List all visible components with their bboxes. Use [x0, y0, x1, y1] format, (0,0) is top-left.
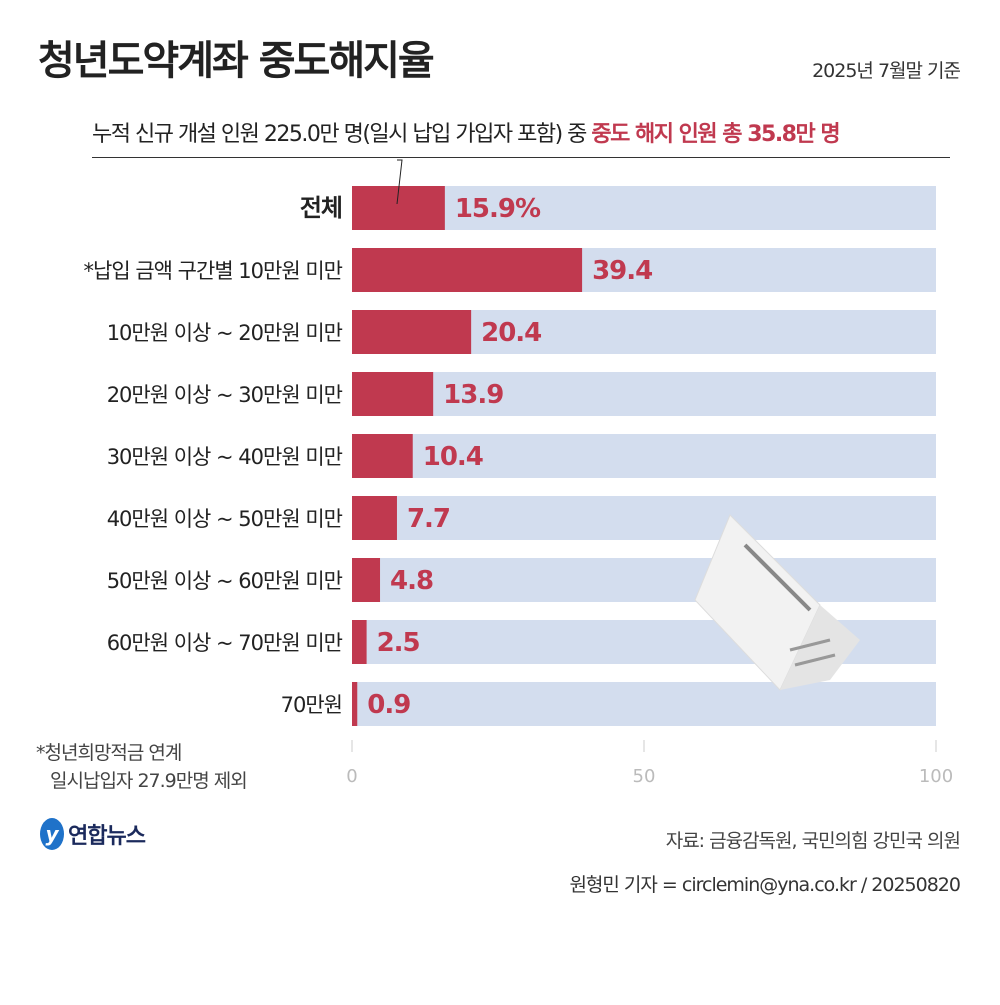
data-label: 2.5: [377, 628, 420, 658]
reference-date: 2025년 7월말 기준: [812, 60, 961, 82]
category-label: 20만원 이상 ~ 30만원 미만: [107, 383, 343, 407]
footnote-line-2: 일시납입자 27.9만명 제외: [50, 770, 248, 792]
category-label: 30만원 이상 ~ 40만원 미만: [107, 445, 343, 469]
source: 자료: 금융감독원, 국민의힘 강민국 의원: [665, 830, 961, 852]
category-label: 70만원: [281, 693, 342, 717]
data-label: 10.4: [423, 442, 483, 472]
category-label: 전체: [300, 194, 342, 222]
bar-track: [352, 434, 936, 478]
bar-track: [352, 496, 936, 540]
bar-track: [352, 372, 936, 416]
x-tick-label: 100: [919, 766, 953, 787]
data-label: 15.9%: [455, 194, 541, 224]
bar-track: [352, 186, 936, 230]
category-label: 10만원 이상 ~ 20만원 미만: [107, 321, 343, 345]
callout-pointer: [396, 159, 403, 205]
bar: [352, 372, 434, 416]
bar: [352, 310, 472, 354]
bar: [352, 620, 367, 664]
bar: [352, 496, 397, 540]
bar: [352, 558, 381, 602]
category-label: *납입 금액 구간별 10만원 미만: [84, 259, 343, 283]
category-label: 60만원 이상 ~ 70만원 미만: [107, 631, 343, 655]
chart-subtitle: 누적 신규 개설 인원 225.0만 명(일시 납입 가입자 포함) 중 중도 …: [92, 116, 841, 148]
bar-track: [352, 558, 936, 602]
credit: 원형민 기자 = circlemin@yna.co.kr / 20250820: [569, 874, 961, 896]
x-tick-label: 0: [346, 766, 357, 787]
data-label: 13.9: [443, 380, 503, 410]
card-illustration: [694, 514, 860, 691]
bar-track: [352, 682, 936, 726]
logo: y 연합뉴스: [40, 818, 146, 850]
chart-title: 청년도약계좌 중도해지율: [38, 38, 435, 84]
logo-text: 연합뉴스: [68, 824, 146, 849]
bar: [352, 434, 413, 478]
subtitle-highlight: 중도 해지 인원 총 35.8만 명: [591, 122, 840, 147]
subtitle-prefix: 누적 신규 개설 인원 225.0만 명(일시 납입 가입자 포함) 중: [92, 122, 592, 147]
footnote-line-1: *청년희망적금 연계: [36, 742, 182, 764]
bar: [352, 682, 358, 726]
category-label: 50만원 이상 ~ 60만원 미만: [107, 569, 343, 593]
logo-icon: y: [40, 818, 64, 850]
category-label: 40만원 이상 ~ 50만원 미만: [107, 507, 343, 531]
data-label: 7.7: [407, 504, 450, 534]
bar: [352, 248, 583, 292]
x-tick-label: 50: [633, 766, 656, 787]
data-label: 20.4: [481, 318, 541, 348]
data-label: 0.9: [367, 690, 410, 720]
data-label: 4.8: [390, 566, 433, 596]
data-label: 39.4: [592, 256, 652, 286]
subtitle-rule: [92, 157, 950, 158]
